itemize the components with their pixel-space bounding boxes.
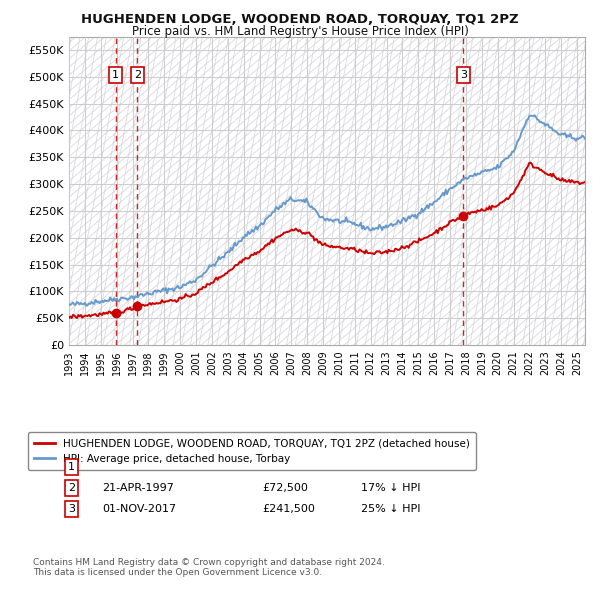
Text: 26% ↓ HPI: 26% ↓ HPI <box>361 462 420 472</box>
Text: 2: 2 <box>134 70 141 80</box>
Text: 21-APR-1997: 21-APR-1997 <box>103 483 175 493</box>
Text: £241,500: £241,500 <box>263 504 316 514</box>
Text: £60,000: £60,000 <box>263 462 308 472</box>
Legend: HUGHENDEN LODGE, WOODEND ROAD, TORQUAY, TQ1 2PZ (detached house), HPI: Average p: HUGHENDEN LODGE, WOODEND ROAD, TORQUAY, … <box>28 432 476 470</box>
Text: 17% ↓ HPI: 17% ↓ HPI <box>361 483 420 493</box>
Text: 1: 1 <box>112 70 119 80</box>
Text: 3: 3 <box>460 70 467 80</box>
Text: Contains HM Land Registry data © Crown copyright and database right 2024.
This d: Contains HM Land Registry data © Crown c… <box>33 558 385 577</box>
Text: 25% ↓ HPI: 25% ↓ HPI <box>361 504 420 514</box>
Text: 08-DEC-1995: 08-DEC-1995 <box>103 462 176 472</box>
Text: 01-NOV-2017: 01-NOV-2017 <box>103 504 176 514</box>
Text: 3: 3 <box>68 504 75 514</box>
Text: Price paid vs. HM Land Registry's House Price Index (HPI): Price paid vs. HM Land Registry's House … <box>131 25 469 38</box>
Text: HUGHENDEN LODGE, WOODEND ROAD, TORQUAY, TQ1 2PZ: HUGHENDEN LODGE, WOODEND ROAD, TORQUAY, … <box>81 13 519 26</box>
Text: 2: 2 <box>68 483 75 493</box>
Text: 1: 1 <box>68 462 75 472</box>
Text: £72,500: £72,500 <box>263 483 308 493</box>
